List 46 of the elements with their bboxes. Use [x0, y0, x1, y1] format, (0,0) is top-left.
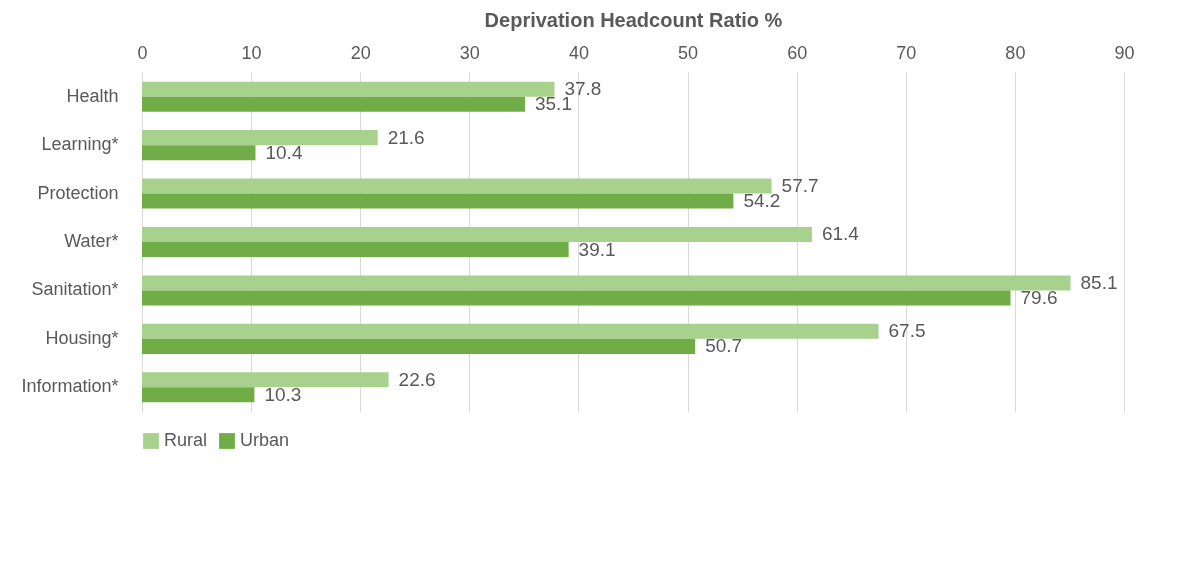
legend-label: Urban — [240, 430, 290, 450]
data-label: 57.7 — [781, 175, 819, 197]
y-tick-label: Sanitation* — [31, 279, 119, 300]
x-tick-label: 0 — [137, 42, 148, 63]
x-tick-label: 70 — [896, 42, 917, 63]
bar — [142, 338, 696, 354]
data-label: 22.6 — [398, 368, 436, 390]
y-tick-label: Learning* — [41, 134, 119, 155]
x-tick-label: 80 — [1005, 42, 1026, 63]
data-label: 10.3 — [264, 383, 302, 405]
y-tick-label: Housing* — [45, 327, 119, 348]
data-label: 85.1 — [1080, 271, 1118, 293]
bar — [142, 145, 256, 161]
x-tick-label: 90 — [1114, 42, 1135, 63]
bar — [142, 242, 569, 258]
bar — [142, 226, 812, 242]
data-label: 21.6 — [387, 126, 425, 148]
x-tick-label: 20 — [350, 42, 371, 63]
x-tick-label: 50 — [678, 42, 699, 63]
bar — [142, 290, 1011, 306]
data-label: 10.4 — [265, 141, 303, 163]
y-tick-label: Information* — [21, 376, 119, 397]
bar — [142, 323, 879, 339]
x-tick-label: 60 — [787, 42, 808, 63]
y-tick-label: Health — [66, 85, 119, 106]
y-tick-label: Protection — [37, 182, 119, 203]
bar — [142, 81, 555, 97]
data-label: 54.2 — [743, 190, 781, 212]
bar — [142, 178, 772, 194]
legend-label: Rural — [164, 430, 208, 450]
bar — [142, 130, 378, 146]
bar — [142, 372, 389, 388]
x-tick-label: 30 — [459, 42, 480, 63]
data-label: 61.4 — [821, 223, 860, 245]
data-label: 50.7 — [705, 335, 743, 357]
bar — [142, 96, 525, 112]
bar — [142, 193, 734, 209]
x-tick-label: 40 — [568, 42, 589, 63]
x-axis-title: Deprivation Headcount Ratio % — [484, 8, 783, 31]
x-tick-label: 10 — [241, 42, 262, 63]
y-tick-label: Water* — [64, 231, 119, 251]
data-label: 79.6 — [1020, 286, 1058, 308]
bar — [142, 275, 1071, 291]
bar — [142, 387, 255, 403]
data-label: 67.5 — [888, 320, 926, 342]
data-label: 39.1 — [578, 238, 616, 260]
